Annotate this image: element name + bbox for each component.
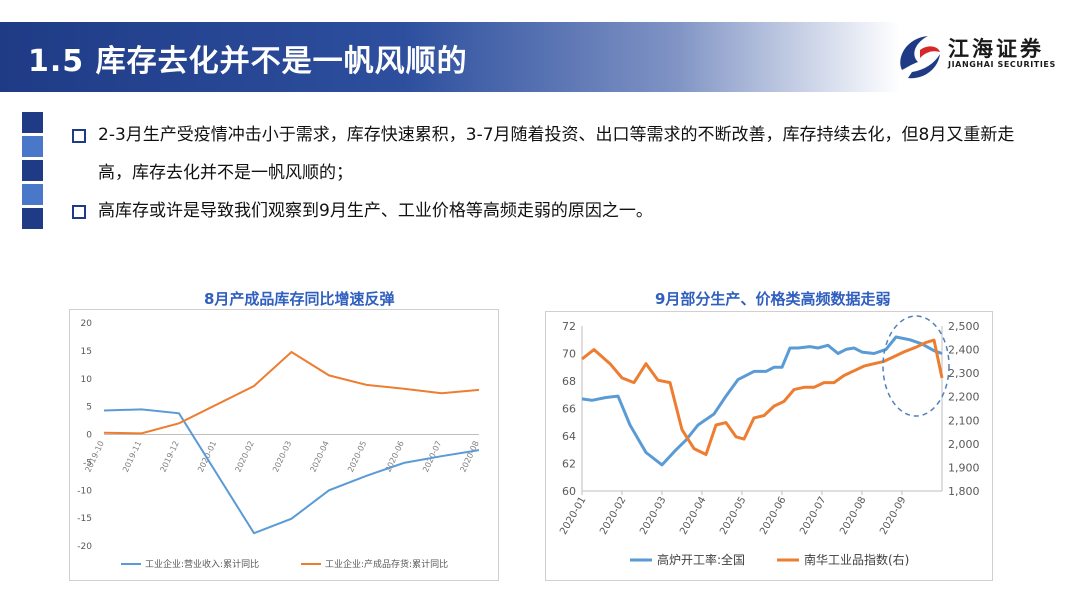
- x-tick-label: 2020-02: [598, 495, 628, 537]
- chart-left: 20 15 10 5 0 -5 -10 -15 -20 2019-10 2019-11 2019-12…: [77, 319, 481, 570]
- x-tick-label: 2020-01: [558, 495, 588, 537]
- left-y-tick-label: 72: [562, 320, 576, 333]
- right-y-tick-label: 2,400: [948, 344, 980, 357]
- y-tick-label: 10: [81, 375, 93, 385]
- series-line-2: [103, 350, 480, 435]
- x-tick-label: 2019-10: [84, 440, 106, 474]
- page-title: 1.5 库存去化并不是一帆风顺的: [28, 44, 468, 79]
- x-tick-label: 2020-09: [878, 495, 908, 537]
- x-tick-label: 2020-08: [459, 440, 481, 474]
- chart-panel-left: [69, 309, 499, 581]
- y-tick-label: 5: [86, 403, 92, 413]
- logo-name-cn: 江海证券: [948, 37, 1044, 61]
- series-line-1: [581, 335, 943, 467]
- square-bullet-icon: [72, 205, 86, 219]
- jianghai-logo-icon: [900, 36, 940, 79]
- y-tick-label: 15: [81, 347, 92, 357]
- right-y-tick-label: 1,900: [948, 461, 980, 474]
- square-bullet-icon: [72, 129, 86, 143]
- bullet-text-1: 2-3月生产受疫情冲击小于需求，库存快速累积，3-7月随着投资、出口等需求的不断…: [98, 125, 1015, 183]
- chart-title-left: 8月产成品库存同比增速反弹: [204, 290, 395, 308]
- x-tick-label: 2020-03: [271, 440, 293, 474]
- bullet-item-2: 高库存或许是导致我们观察到9月生产、工业价格等高频走弱的原因之一。: [72, 192, 1032, 230]
- x-tick-label: 2020-05: [346, 440, 368, 474]
- y-tick-label: -10: [77, 486, 92, 496]
- x-tick-label: 2020-08: [838, 495, 868, 537]
- y-tick-label: 20: [81, 319, 93, 329]
- bullet-text-2: 高库存或许是导致我们观察到9月生产、工业价格等高频走弱的原因之一。: [98, 201, 653, 221]
- right-y-tick-label: 2,300: [948, 367, 980, 380]
- legend-label-2: 工业企业:产成品存货:累计同比: [325, 558, 448, 570]
- left-y-tick-label: 70: [562, 348, 576, 361]
- legend-label-1: 工业企业:营业收入:累计同比: [145, 558, 259, 570]
- left-y-tick-label: 68: [562, 375, 576, 388]
- x-tick-label: 2020-06: [758, 495, 788, 537]
- legend-label-1: 高炉开工率:全国: [657, 552, 745, 567]
- x-tick-label: 2020-02: [234, 440, 256, 474]
- x-tick-label: 2020-04: [678, 495, 708, 537]
- chart-panel-right: [545, 311, 993, 581]
- y-tick-label: 0: [86, 431, 92, 441]
- right-y-tick-label: 1,800: [948, 485, 980, 498]
- y-tick-label: -20: [77, 542, 92, 552]
- bullet-item-1: 2-3月生产受疫情冲击小于需求，库存快速累积，3-7月随着投资、出口等需求的不断…: [72, 116, 1032, 192]
- left-y-tick-label: 62: [562, 458, 576, 471]
- logo-name-en: JIANGHAI SECURITIES: [948, 60, 1056, 69]
- bullet-list: 2-3月生产受疫情冲击小于需求，库存快速累积，3-7月随着投资、出口等需求的不断…: [72, 116, 1032, 230]
- y-tick-label: -5: [83, 458, 92, 468]
- series-line-2: [581, 338, 944, 456]
- left-y-tick-label: 66: [562, 403, 576, 416]
- legend-label-2: 南华工业品指数(右): [804, 552, 909, 567]
- right-y-tick-label: 2,200: [948, 391, 980, 404]
- x-tick-label: 2020-05: [718, 495, 748, 537]
- chart-right: 72 70 68 66 64 62 60 2,500 2,400 2,300 2,200 2,100 2…: [558, 315, 980, 567]
- left-y-tick-label: 60: [562, 485, 576, 498]
- right-y-tick-label: 2,000: [948, 438, 980, 451]
- right-y-tick-label: 2,500: [948, 320, 980, 333]
- left-y-tick-label: 64: [562, 430, 576, 443]
- highlight-ellipse: [882, 315, 950, 417]
- x-tick-label: 2020-04: [309, 440, 331, 474]
- header-bar: [0, 22, 900, 92]
- x-tick-label: 2020-07: [798, 495, 828, 537]
- chart-title-right: 9月部分生产、价格类高频数据走弱: [655, 290, 891, 308]
- series-line-1: [103, 408, 480, 535]
- x-tick-label: 2019-11: [121, 440, 143, 474]
- x-tick-label: 2019-12: [159, 440, 181, 474]
- right-y-tick-label: 2,100: [948, 414, 980, 427]
- side-decoration: [22, 112, 43, 232]
- y-tick-label: -15: [77, 514, 92, 524]
- x-tick-label: 2020-03: [638, 495, 668, 537]
